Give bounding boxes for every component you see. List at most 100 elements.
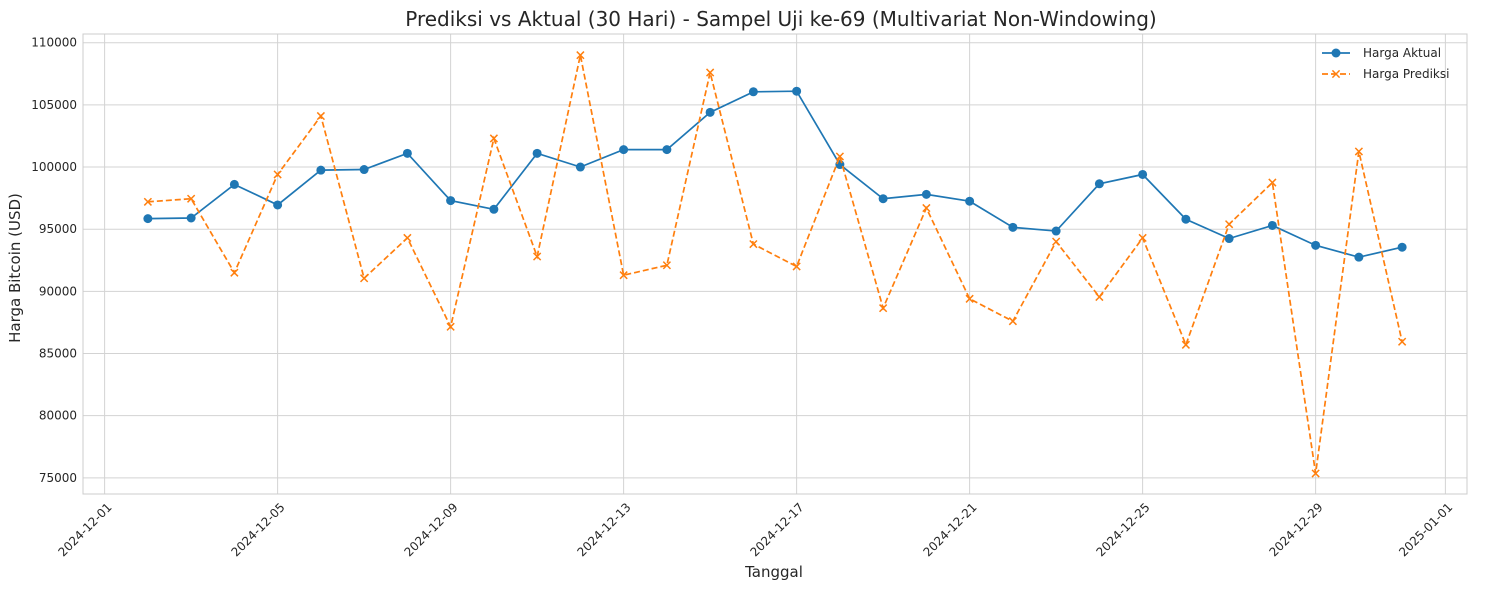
data-point-aktual [316, 165, 326, 175]
data-point-aktual [1224, 234, 1234, 244]
data-point-prediksi [143, 197, 153, 206]
x-tick-label: 2024-12-01 [55, 500, 114, 559]
x-tick-label: 2025-01-01 [1396, 500, 1455, 559]
y-tick-label: 95000 [39, 222, 77, 236]
data-point-prediksi [1224, 220, 1234, 229]
y-tick-label: 105000 [31, 98, 77, 112]
legend-label: Harga Prediksi [1363, 67, 1449, 81]
x-tick-label: 2024-12-09 [401, 500, 460, 559]
data-point-prediksi [965, 294, 974, 303]
y-tick-label: 85000 [39, 347, 77, 361]
data-point-aktual [532, 148, 542, 158]
x-marker-stroke [1268, 178, 1277, 187]
x-axis-label: Tanggal [744, 563, 803, 581]
data-point-aktual [1008, 222, 1018, 232]
data-point-aktual [878, 194, 888, 204]
data-point-prediksi [1268, 178, 1277, 187]
data-point-aktual [402, 148, 412, 158]
x-marker-stroke [403, 233, 412, 243]
legend-label: Harga Aktual [1363, 46, 1441, 60]
chart-title: Prediksi vs Aktual (30 Hari) - Sampel Uj… [405, 7, 1156, 31]
x-tick-label: 2024-12-17 [747, 500, 806, 559]
data-point-aktual [965, 196, 975, 206]
data-point-prediksi [1397, 337, 1407, 346]
data-point-aktual [186, 213, 196, 223]
x-marker-stroke [273, 170, 282, 179]
data-point-prediksi [1095, 292, 1104, 302]
x-marker-stroke [316, 111, 326, 121]
data-point-aktual [662, 145, 672, 155]
data-point-prediksi [446, 322, 455, 331]
data-point-aktual [446, 196, 456, 206]
plot-frame [82, 33, 1468, 495]
data-point-prediksi [273, 170, 282, 179]
data-point-aktual [1051, 226, 1061, 236]
data-point-aktual [143, 214, 153, 224]
data-point-prediksi [1311, 469, 1320, 478]
data-point-prediksi [1181, 340, 1191, 349]
data-point-prediksi [662, 261, 672, 270]
data-point-aktual [359, 165, 369, 175]
x-marker-stroke [446, 322, 455, 331]
x-marker-stroke [532, 252, 542, 261]
data-point-aktual [273, 200, 283, 210]
data-point-aktual [619, 145, 629, 155]
data-point-prediksi [1354, 147, 1364, 156]
legend-marker-circle [1331, 48, 1341, 58]
data-point-prediksi [489, 134, 499, 143]
data-point-prediksi [403, 233, 412, 243]
x-marker-stroke [359, 274, 369, 283]
x-marker-stroke [230, 268, 239, 277]
x-marker-stroke [489, 134, 499, 143]
x-marker-stroke [619, 271, 628, 280]
data-point-aktual [1354, 252, 1364, 262]
legend-marker-x [1331, 69, 1341, 79]
x-marker-stroke [1181, 340, 1191, 349]
series-line-aktual [147, 90, 1403, 259]
x-tick-label: 2024-12-05 [228, 500, 287, 559]
y-tick-label: 80000 [39, 409, 77, 423]
data-point-prediksi [576, 51, 585, 60]
data-point-aktual [1267, 220, 1277, 230]
x-marker-stroke [1008, 317, 1018, 326]
data-point-prediksi [359, 274, 369, 283]
data-point-aktual [489, 204, 499, 214]
data-point-prediksi [749, 239, 758, 249]
x-marker-stroke [878, 304, 888, 313]
y-axis-label: Harga Bitcoin (USD) [6, 193, 24, 343]
x-marker-stroke [835, 152, 845, 161]
x-marker-stroke [576, 51, 585, 60]
y-tick-label: 75000 [39, 471, 77, 485]
x-marker-stroke [143, 197, 153, 206]
data-point-aktual [1311, 240, 1321, 250]
data-point-aktual [705, 107, 715, 117]
x-marker-stroke [1095, 292, 1104, 302]
data-point-prediksi [792, 262, 801, 271]
x-marker-stroke [1051, 237, 1061, 246]
y-tick-label: 100000 [31, 160, 77, 174]
x-marker-stroke [965, 294, 974, 303]
data-point-aktual [748, 87, 758, 97]
x-marker-stroke [792, 262, 801, 271]
data-point-prediksi [878, 304, 888, 313]
x-marker-stroke [749, 239, 758, 249]
data-point-prediksi [316, 111, 326, 121]
data-point-prediksi [186, 194, 196, 203]
x-marker-stroke [186, 194, 196, 203]
data-point-aktual [1181, 214, 1191, 224]
series-line-prediksi [147, 54, 1403, 474]
x-marker-stroke [922, 203, 931, 213]
x-marker-stroke [1354, 147, 1364, 156]
y-tick-label: 110000 [31, 36, 77, 50]
data-point-prediksi [230, 268, 239, 277]
data-point-prediksi [1051, 237, 1061, 246]
x-marker-stroke [1397, 337, 1407, 346]
data-point-aktual [575, 162, 585, 172]
x-marker-stroke [1311, 469, 1320, 478]
data-point-prediksi [1008, 317, 1018, 326]
data-point-aktual [1397, 242, 1407, 252]
data-point-prediksi [619, 271, 628, 280]
data-point-aktual [1138, 169, 1148, 179]
